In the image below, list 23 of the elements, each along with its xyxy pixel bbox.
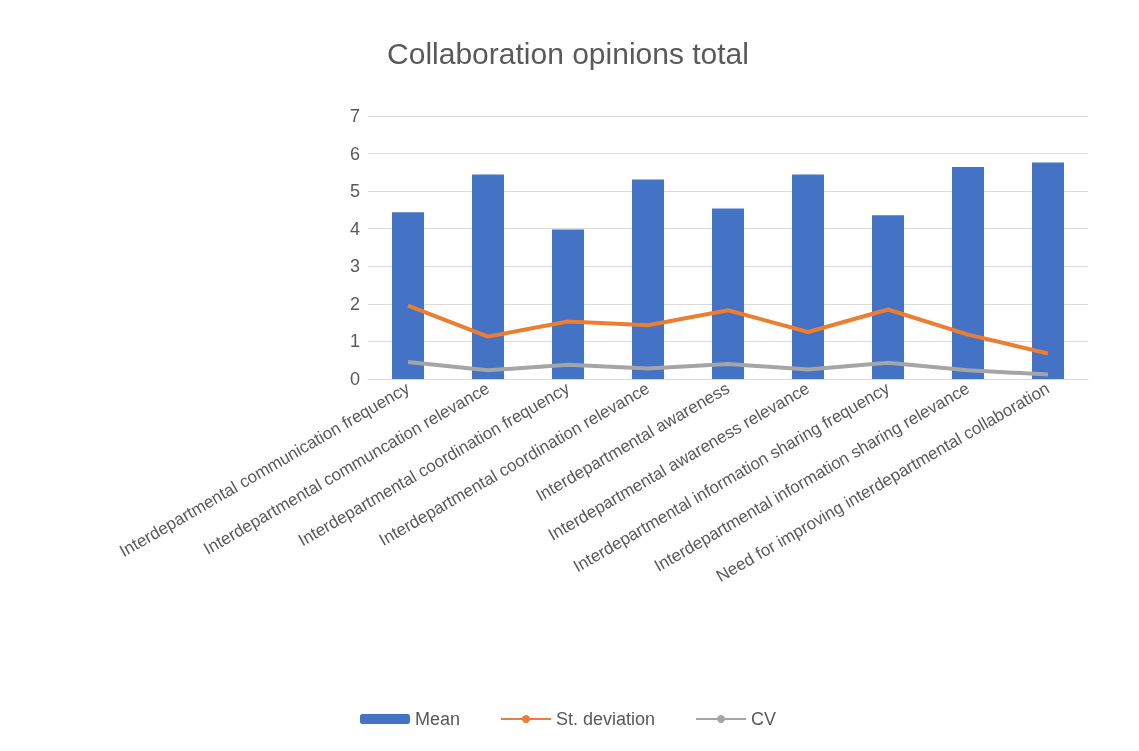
y-tick-label: 0 bbox=[349, 369, 360, 389]
bar bbox=[552, 229, 584, 379]
legend-label: Mean bbox=[414, 709, 460, 729]
line-series bbox=[406, 303, 1050, 356]
y-tick-label: 6 bbox=[349, 143, 360, 164]
y-tick-label: 3 bbox=[349, 256, 360, 277]
y-tick-label: 5 bbox=[349, 181, 360, 202]
bar bbox=[632, 179, 664, 379]
bar bbox=[1032, 162, 1064, 379]
y-tick-label: 1 bbox=[349, 331, 360, 352]
bar bbox=[872, 215, 904, 379]
y-tick-label: 4 bbox=[349, 218, 360, 239]
line-series bbox=[406, 360, 1050, 377]
bar bbox=[952, 167, 984, 379]
legend-label: St. deviation bbox=[555, 709, 656, 729]
y-tick-label: 7 bbox=[349, 106, 360, 126]
legend-label: CV bbox=[751, 709, 777, 729]
bar bbox=[472, 174, 504, 379]
bar bbox=[392, 212, 424, 379]
bar bbox=[712, 208, 744, 379]
y-tick-label: 2 bbox=[349, 293, 360, 314]
chart-title: Collaboration opinions total bbox=[387, 36, 749, 70]
bar bbox=[792, 174, 824, 379]
